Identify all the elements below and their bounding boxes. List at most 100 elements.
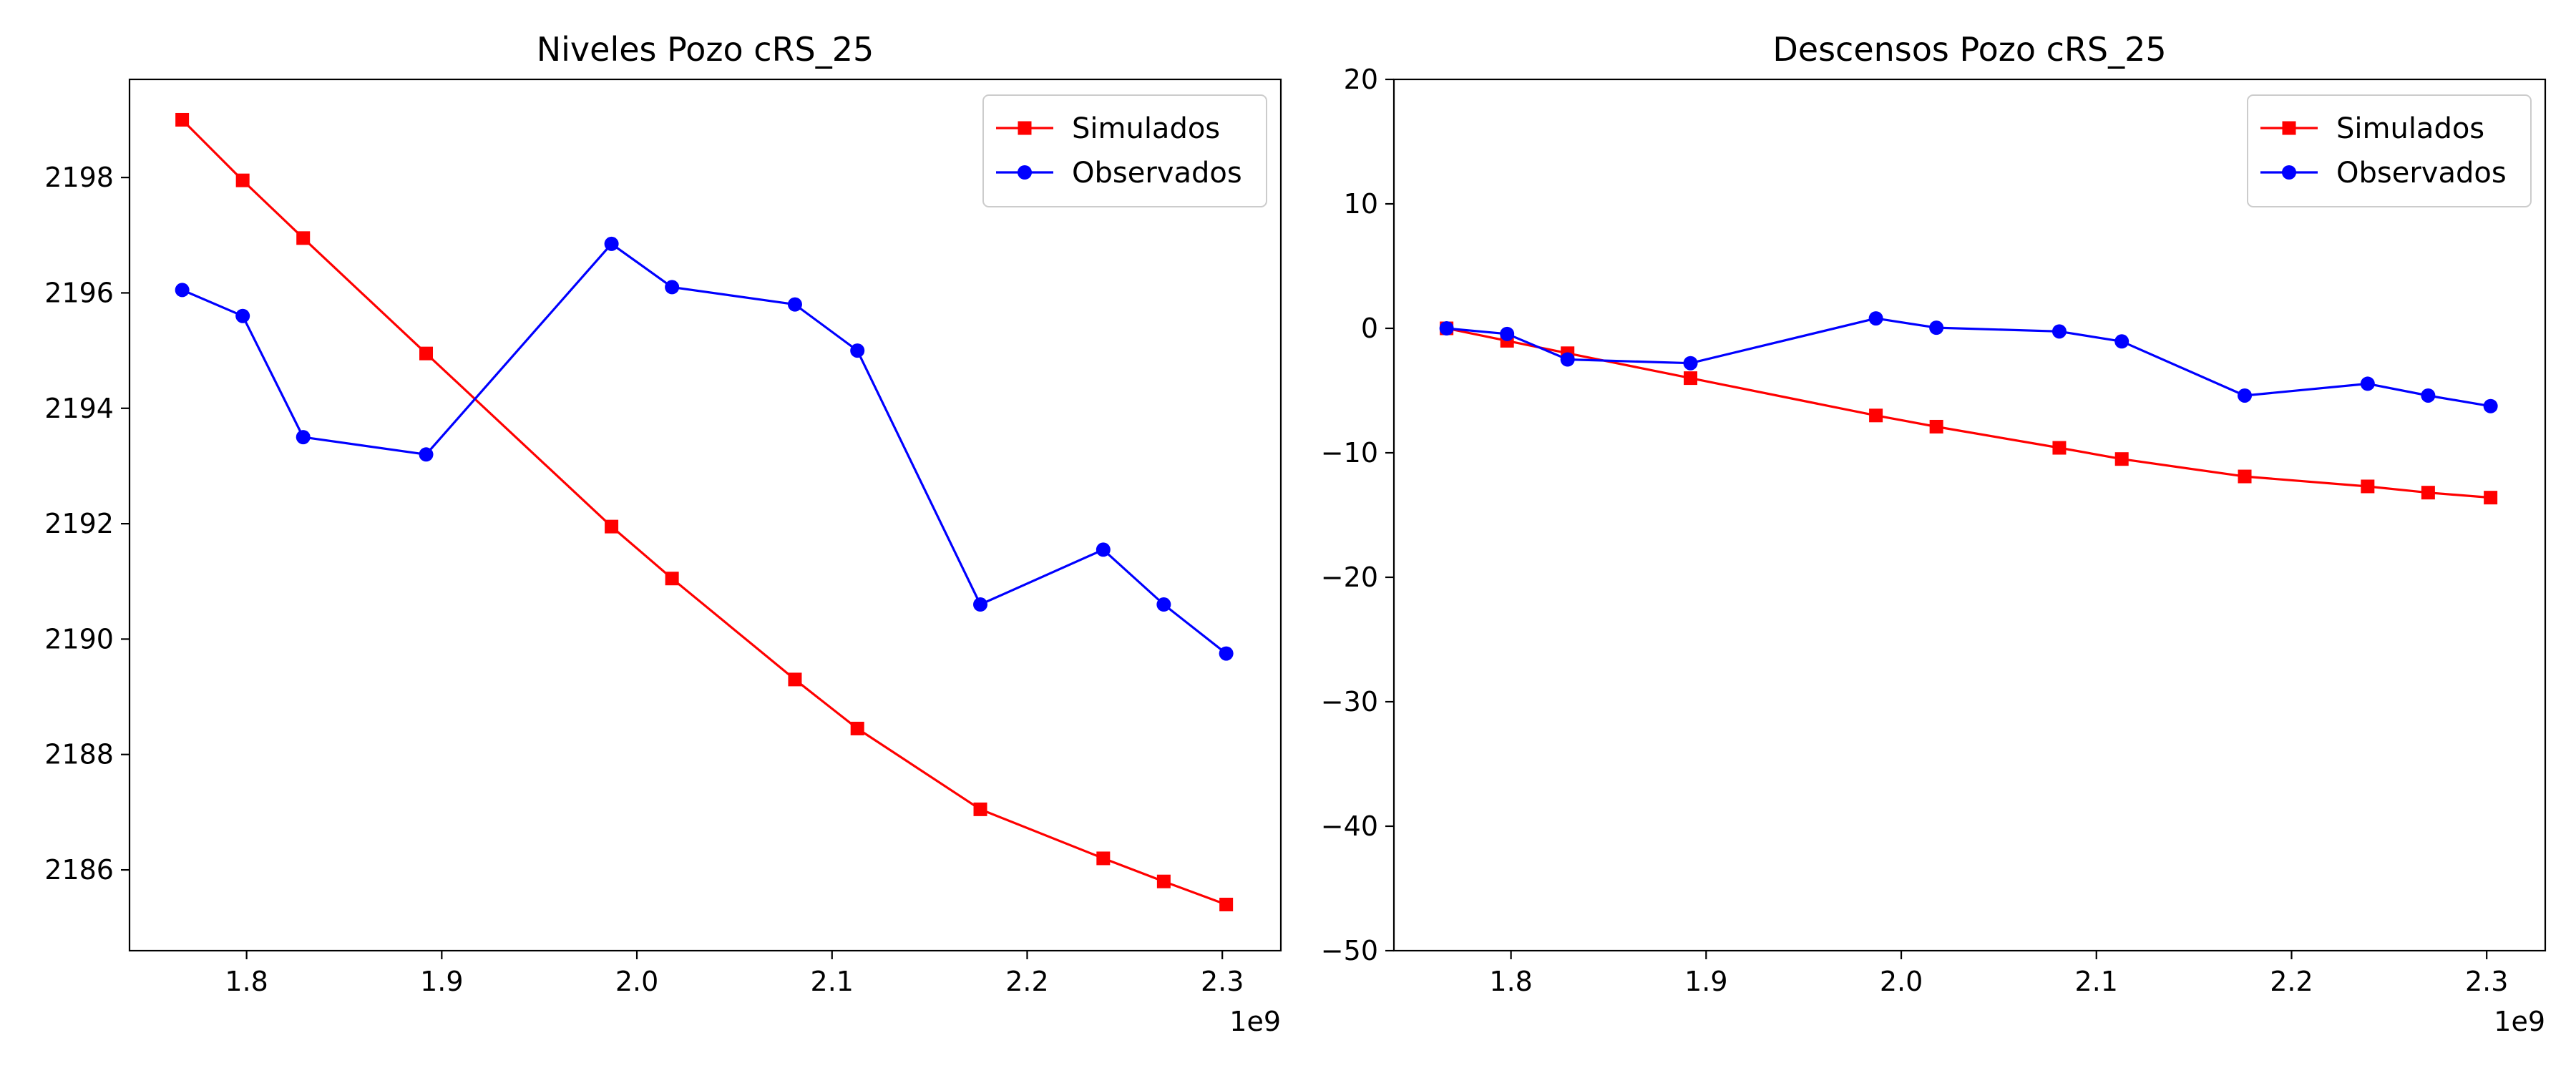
data-point — [2361, 479, 2375, 494]
data-point — [1869, 408, 1883, 423]
x-tick-label: 2.2 — [2270, 966, 2313, 997]
data-point — [2421, 486, 2435, 500]
legend-box — [982, 94, 1267, 207]
data-point — [1560, 352, 1575, 367]
data-point — [787, 297, 802, 312]
y-tick-label: 2194 — [44, 393, 114, 424]
data-point — [1439, 321, 1454, 335]
data-point — [2052, 441, 2067, 455]
series-line-observados — [1446, 317, 2491, 408]
chart-niveles: Niveles Pozo cRS_25 1.8 1.9 2.0 2.1 2.2 2.3 1e9… — [44, 30, 1282, 1037]
legend-marker — [1018, 165, 1032, 180]
x-tick-label: 1.9 — [420, 966, 463, 997]
y-tick-label: −30 — [1321, 686, 1378, 717]
data-point — [419, 447, 434, 462]
data-point — [1156, 597, 1171, 612]
legend-marker — [2282, 165, 2296, 180]
data-point — [2483, 398, 2498, 413]
data-point — [2051, 324, 2067, 339]
data-point — [1868, 311, 1883, 326]
data-point — [2114, 452, 2129, 466]
data-point — [1219, 646, 1234, 661]
data-point — [1156, 874, 1171, 888]
y-tick-label: −50 — [1321, 935, 1378, 966]
x-tick-label: 2.1 — [2075, 966, 2118, 997]
y-tick-label: 2186 — [44, 854, 114, 886]
series-line-simulados — [1446, 327, 2491, 499]
data-point — [2238, 388, 2253, 403]
data-point — [850, 343, 865, 358]
series-simulados — [1440, 321, 2498, 505]
data-point — [665, 572, 679, 586]
data-point — [2484, 491, 2498, 505]
data-point — [1219, 897, 1234, 911]
y-tick-label: 0 — [1361, 313, 1378, 344]
x-tick-label: 2.0 — [615, 966, 658, 997]
y-tick-label: 10 — [1344, 188, 1378, 220]
legend: Simulados Observados — [982, 94, 1267, 207]
y-tick-label: 2192 — [44, 508, 114, 539]
y-tick-label: 2190 — [44, 623, 114, 655]
legend-label: Observados — [2336, 157, 2507, 190]
data-point — [2360, 376, 2375, 391]
legend-marker — [2282, 121, 2296, 135]
y-tick-label: −40 — [1321, 810, 1378, 842]
legend-label: Simulados — [2336, 112, 2484, 145]
y-tick-label: 2188 — [44, 739, 114, 770]
series-simulados — [175, 112, 1234, 911]
data-point — [175, 112, 190, 127]
x-tick-label: 1.9 — [1684, 966, 1727, 997]
x-tick-label: 2.3 — [1201, 966, 1244, 997]
x-offset-label: 1e9 — [2494, 1006, 2545, 1037]
y-tick-label: 2196 — [44, 277, 114, 308]
data-point — [1500, 326, 1515, 341]
x-tick-label: 1.8 — [225, 966, 268, 997]
data-point — [2114, 334, 2129, 349]
y-tick-label: −10 — [1321, 437, 1378, 469]
legend-marker — [1018, 121, 1032, 135]
legend-box — [2247, 94, 2532, 207]
data-point — [2238, 469, 2252, 484]
data-point — [419, 346, 434, 361]
series-observados — [175, 236, 1234, 661]
y-tick-label: −20 — [1321, 562, 1378, 593]
axes-frame — [1392, 78, 2547, 952]
y-tick-label: 2198 — [44, 162, 114, 193]
data-point — [1929, 320, 1944, 335]
chart-descensos: Descensos Pozo cRS_25 1.8 1.9 2.0 2.1 2.2 2.3 1… — [1321, 30, 2547, 1037]
data-point — [665, 280, 680, 295]
data-point — [1096, 542, 1111, 557]
chart-title: Descensos Pozo cRS_25 — [1772, 30, 2166, 69]
series-line-simulados — [181, 119, 1227, 906]
data-point — [235, 173, 250, 187]
y-tick-label: 20 — [1344, 64, 1378, 95]
legend: Simulados Observados — [2247, 94, 2532, 207]
data-point — [2421, 388, 2436, 403]
data-point — [850, 721, 864, 735]
axes-frame — [128, 78, 1282, 952]
data-point — [1929, 419, 1943, 433]
data-point — [296, 231, 311, 245]
legend-label: Observados — [1072, 157, 1242, 190]
x-tick-label: 2.0 — [1880, 966, 1923, 997]
data-point — [1684, 371, 1698, 386]
chart-title: Niveles Pozo cRS_25 — [537, 30, 874, 69]
data-point — [604, 236, 619, 251]
data-point — [235, 308, 250, 323]
data-point — [973, 597, 988, 612]
series-observados — [1439, 311, 2498, 413]
data-point — [973, 802, 987, 816]
x-tick-label: 1.8 — [1489, 966, 1532, 997]
x-tick-label: 2.2 — [1005, 966, 1048, 997]
legend-label: Simulados — [1072, 112, 1220, 145]
data-point — [788, 672, 802, 687]
series-line-observados — [181, 242, 1227, 655]
data-point — [1096, 851, 1111, 866]
x-tick-label: 2.1 — [811, 966, 854, 997]
data-point — [296, 430, 311, 445]
x-tick-label: 2.3 — [2465, 966, 2508, 997]
x-offset-label: 1e9 — [1229, 1006, 1281, 1037]
data-point — [175, 283, 190, 298]
data-point — [1683, 356, 1698, 371]
